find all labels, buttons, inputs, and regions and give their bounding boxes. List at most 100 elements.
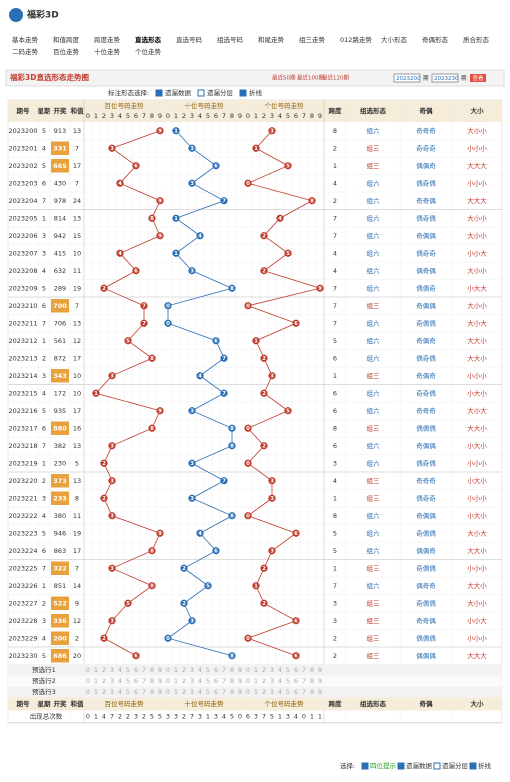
preselect-digit[interactable]: 9 bbox=[238, 688, 242, 696]
preselect-digit[interactable]: 2 bbox=[102, 666, 106, 674]
option-text[interactable]: 遗漏数据 bbox=[165, 88, 192, 97]
preselect-digit[interactable]: 2 bbox=[182, 688, 186, 696]
preselect-digit[interactable]: 7 bbox=[142, 677, 146, 685]
preselect-digit[interactable]: 3 bbox=[270, 677, 274, 685]
preselect-digit[interactable]: 7 bbox=[222, 677, 226, 685]
checkbox[interactable] bbox=[155, 89, 163, 97]
preselect-digit[interactable]: 7 bbox=[302, 666, 306, 674]
preselect-digit[interactable]: 5 bbox=[286, 677, 290, 685]
preselect-digit[interactable]: 1 bbox=[94, 666, 98, 674]
preselect-digit[interactable]: 8 bbox=[310, 677, 314, 685]
preselect-digit[interactable]: 0 bbox=[166, 677, 170, 685]
nav-tab[interactable]: 大小形态 bbox=[381, 35, 408, 44]
preselect-digit[interactable]: 8 bbox=[150, 666, 154, 674]
query-button[interactable] bbox=[470, 74, 486, 82]
preselect-digit[interactable]: 9 bbox=[238, 666, 242, 674]
from-input[interactable] bbox=[393, 73, 421, 83]
preselect-digit[interactable]: 6 bbox=[294, 677, 298, 685]
preselect-digit[interactable]: 1 bbox=[254, 688, 258, 696]
preselect-digit[interactable]: 3 bbox=[110, 666, 114, 674]
nav-tab[interactable]: 百位走势 bbox=[53, 47, 80, 56]
nav-tab[interactable]: 基本走势 bbox=[12, 35, 39, 44]
preselect-digit[interactable]: 1 bbox=[174, 688, 178, 696]
nav-tab[interactable]: 和尾走势 bbox=[258, 35, 285, 44]
preselect-digit[interactable]: 0 bbox=[246, 688, 250, 696]
preselect-digit[interactable]: 5 bbox=[126, 688, 130, 696]
preselect-digit[interactable]: 4 bbox=[278, 677, 282, 685]
preselect-digit[interactable]: 7 bbox=[222, 688, 226, 696]
preselect-digit[interactable]: 2 bbox=[182, 677, 186, 685]
preselect-digit[interactable]: 8 bbox=[310, 666, 314, 674]
preselect-digit[interactable]: 0 bbox=[246, 666, 250, 674]
preselect-digit[interactable]: 3 bbox=[110, 677, 114, 685]
preselect-digit[interactable]: 8 bbox=[150, 688, 154, 696]
preselect-digit[interactable]: 4 bbox=[278, 666, 282, 674]
recent-link[interactable]: 最近100期 bbox=[297, 74, 324, 82]
preselect-digit[interactable]: 3 bbox=[190, 666, 194, 674]
preselect-digit[interactable]: 7 bbox=[142, 688, 146, 696]
preselect-digit[interactable]: 7 bbox=[302, 677, 306, 685]
preselect-digit[interactable]: 1 bbox=[174, 677, 178, 685]
footer-option[interactable]: 遗漏数据 bbox=[406, 761, 433, 770]
nav-tab[interactable]: 组三走势 bbox=[299, 35, 326, 44]
preselect-digit[interactable]: 0 bbox=[166, 688, 170, 696]
preselect-digit[interactable]: 5 bbox=[126, 677, 130, 685]
preselect-digit[interactable]: 9 bbox=[318, 688, 322, 696]
preselect-digit[interactable]: 3 bbox=[270, 666, 274, 674]
preselect-digit[interactable]: 4 bbox=[118, 666, 122, 674]
preselect-digit[interactable]: 8 bbox=[230, 666, 234, 674]
checkbox[interactable] bbox=[469, 762, 477, 770]
checkbox[interactable] bbox=[397, 762, 405, 770]
preselect-digit[interactable]: 3 bbox=[110, 688, 114, 696]
checkbox[interactable] bbox=[361, 762, 369, 770]
preselect-digit[interactable]: 5 bbox=[206, 666, 210, 674]
recent-link[interactable]: 最近50期 bbox=[272, 74, 296, 82]
preselect-digit[interactable]: 6 bbox=[134, 688, 138, 696]
preselect-digit[interactable]: 6 bbox=[294, 688, 298, 696]
preselect-digit[interactable]: 8 bbox=[230, 677, 234, 685]
preselect-digit[interactable]: 4 bbox=[198, 688, 202, 696]
nav-tab[interactable]: 直选号码 bbox=[176, 35, 203, 44]
nav-tab[interactable]: 个位走势 bbox=[135, 47, 162, 56]
preselect-digit[interactable]: 6 bbox=[134, 666, 138, 674]
preselect-digit[interactable]: 9 bbox=[238, 677, 242, 685]
preselect-digit[interactable]: 2 bbox=[102, 677, 106, 685]
preselect-digit[interactable]: 4 bbox=[118, 688, 122, 696]
preselect-digit[interactable]: 6 bbox=[214, 677, 218, 685]
nav-tab[interactable]: 012路走势 bbox=[340, 35, 372, 44]
preselect-digit[interactable]: 9 bbox=[158, 688, 162, 696]
preselect-digit[interactable]: 0 bbox=[86, 688, 90, 696]
nav-tab[interactable]: 质合形态 bbox=[463, 35, 490, 44]
preselect-digit[interactable]: 2 bbox=[102, 688, 106, 696]
preselect-digit[interactable]: 5 bbox=[206, 677, 210, 685]
nav-tab[interactable]: 组选号码 bbox=[217, 35, 244, 44]
nav-tab[interactable]: 奇偶形态 bbox=[422, 35, 449, 44]
preselect-digit[interactable]: 4 bbox=[198, 677, 202, 685]
footer-option[interactable]: 遗漏分层 bbox=[442, 761, 469, 770]
footer-option[interactable]: 折线 bbox=[478, 761, 492, 770]
preselect-digit[interactable]: 0 bbox=[86, 677, 90, 685]
preselect-digit[interactable]: 2 bbox=[262, 677, 266, 685]
preselect-digit[interactable]: 4 bbox=[278, 688, 282, 696]
preselect-digit[interactable]: 9 bbox=[158, 666, 162, 674]
checkbox[interactable] bbox=[197, 89, 205, 97]
nav-tab[interactable]: 直选形态 bbox=[135, 35, 162, 44]
preselect-digit[interactable]: 3 bbox=[270, 688, 274, 696]
preselect-digit[interactable]: 9 bbox=[158, 677, 162, 685]
preselect-digit[interactable]: 1 bbox=[94, 688, 98, 696]
preselect-digit[interactable]: 4 bbox=[118, 677, 122, 685]
option-text[interactable]: 遗漏分层 bbox=[207, 88, 234, 97]
preselect-digit[interactable]: 1 bbox=[254, 677, 258, 685]
preselect-digit[interactable]: 1 bbox=[254, 666, 258, 674]
preselect-digit[interactable]: 8 bbox=[230, 688, 234, 696]
footer-option[interactable]: 四位提示 bbox=[370, 761, 397, 770]
preselect-digit[interactable]: 3 bbox=[190, 677, 194, 685]
preselect-digit[interactable]: 8 bbox=[150, 677, 154, 685]
preselect-digit[interactable]: 5 bbox=[286, 666, 290, 674]
preselect-digit[interactable]: 6 bbox=[214, 688, 218, 696]
preselect-digit[interactable]: 3 bbox=[190, 688, 194, 696]
to-input[interactable] bbox=[431, 73, 459, 83]
preselect-digit[interactable]: 6 bbox=[214, 666, 218, 674]
preselect-digit[interactable]: 7 bbox=[142, 666, 146, 674]
nav-tab[interactable]: 二码走势 bbox=[12, 47, 39, 56]
